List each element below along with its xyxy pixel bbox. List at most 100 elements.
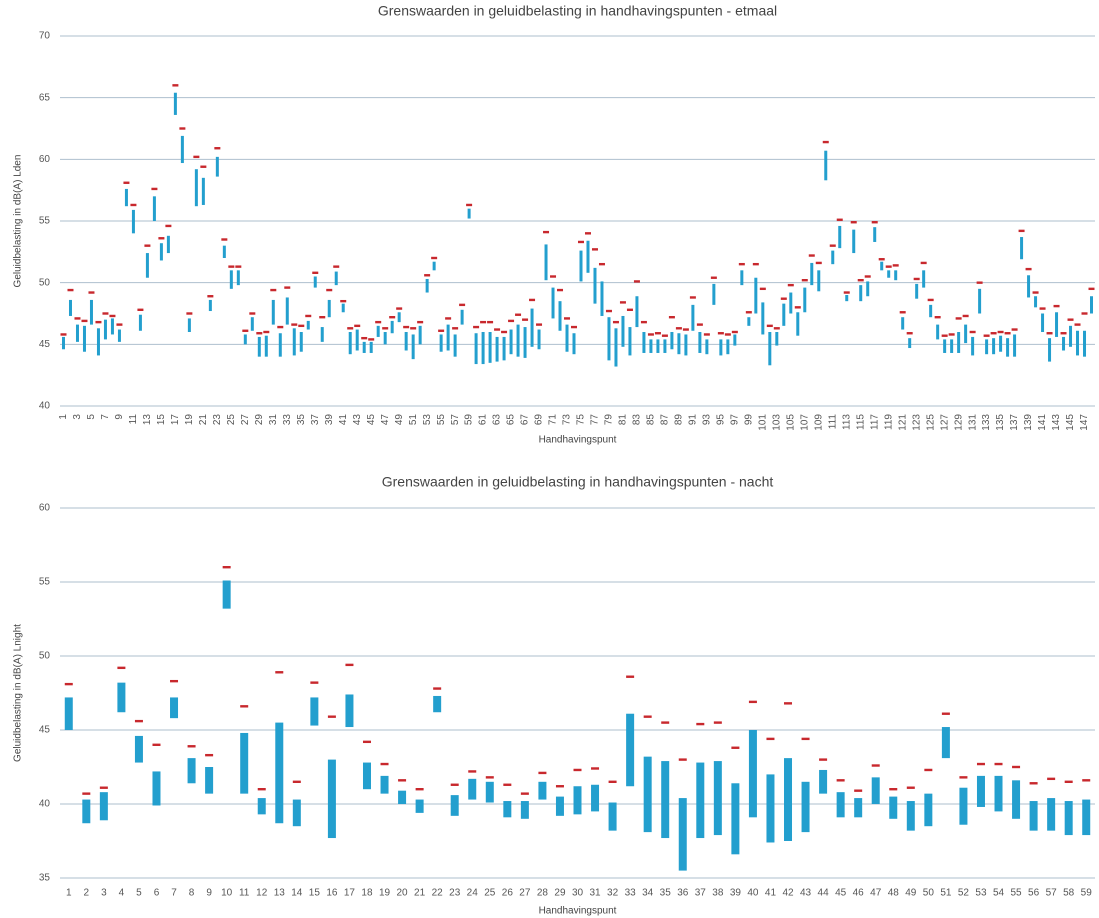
x-tick-label: 58 — [1063, 888, 1075, 899]
x-tick-label: 129 — [953, 414, 964, 431]
limit-marker — [193, 155, 200, 159]
range-bar — [509, 329, 513, 355]
limit-marker — [994, 762, 1003, 766]
range-bar — [1027, 275, 1031, 298]
limit-marker — [1047, 777, 1056, 781]
limit-marker — [598, 262, 605, 266]
limit-marker — [605, 309, 612, 313]
range-bar — [82, 799, 91, 824]
x-tick-label: 40 — [747, 888, 759, 899]
range-bar — [558, 301, 562, 331]
range-bar — [643, 756, 652, 833]
limit-marker — [899, 311, 906, 314]
limit-marker — [508, 319, 515, 323]
range-bar — [817, 270, 821, 292]
y-tick-label: 50 — [39, 651, 51, 662]
limit-marker — [1029, 782, 1038, 785]
limit-marker — [494, 328, 501, 331]
limit-marker — [591, 248, 598, 251]
range-bar — [593, 267, 597, 304]
range-bar — [663, 339, 667, 353]
x-tick-label: 21 — [414, 888, 426, 899]
range-bar — [661, 761, 670, 839]
limit-marker — [689, 296, 696, 299]
x-tick-label: 145 — [1065, 414, 1076, 431]
range-bar — [187, 318, 191, 332]
x-tick-label: 115 — [855, 414, 866, 430]
limit-marker — [555, 785, 564, 788]
x-tick-label: 50 — [923, 888, 935, 899]
range-bar — [1013, 334, 1017, 357]
limit-marker — [291, 323, 298, 326]
range-bar — [180, 135, 184, 164]
range-bar — [257, 798, 266, 815]
range-bar — [152, 771, 161, 806]
limit-marker — [703, 333, 710, 336]
range-bar — [415, 799, 424, 813]
range-bar — [138, 314, 142, 331]
x-tick-label: 35 — [660, 888, 672, 899]
range-bar — [656, 339, 660, 353]
limit-marker — [976, 762, 985, 766]
x-tick-label: 10 — [221, 888, 233, 899]
limit-marker — [626, 308, 633, 311]
limit-marker — [1039, 307, 1046, 310]
limit-marker — [151, 187, 158, 191]
x-tick-label: 91 — [688, 414, 699, 426]
limit-marker — [766, 737, 775, 741]
range-bar — [929, 304, 933, 318]
range-bar — [684, 334, 688, 356]
x-tick-label: 143 — [1051, 414, 1062, 431]
limit-marker — [438, 329, 445, 332]
x-tick-label: 7 — [100, 414, 111, 420]
x-tick-label: 55 — [436, 414, 447, 426]
range-bar — [733, 334, 737, 346]
x-tick-label: 22 — [432, 888, 444, 899]
limit-marker — [487, 320, 494, 324]
range-bar — [1047, 798, 1056, 831]
limit-marker — [117, 666, 126, 670]
limit-marker — [67, 288, 74, 292]
limit-marker — [292, 780, 301, 783]
x-tick-label: 63 — [492, 414, 503, 426]
range-bar — [418, 325, 422, 345]
limit-marker — [1088, 287, 1095, 291]
range-bar — [1041, 313, 1045, 332]
x-tick-label: 12 — [256, 888, 268, 899]
x-tick-label: 43 — [800, 888, 812, 899]
limit-marker — [731, 746, 740, 749]
range-bar — [572, 333, 576, 355]
limit-marker — [854, 789, 863, 792]
limit-marker — [134, 719, 143, 723]
limit-marker — [327, 715, 336, 718]
limit-marker — [116, 323, 123, 326]
limit-marker — [1060, 332, 1067, 335]
limit-marker — [1046, 332, 1053, 335]
range-bar — [530, 308, 534, 347]
limit-marker — [172, 84, 179, 87]
limit-marker — [207, 295, 214, 298]
range-bar — [607, 317, 611, 361]
range-bar — [677, 333, 681, 355]
limit-marker — [1018, 229, 1025, 233]
chart-title: Grenswaarden in geluidbelasting in handh… — [382, 474, 774, 490]
limit-marker — [529, 298, 536, 302]
limit-marker — [81, 319, 88, 323]
limit-marker — [822, 140, 829, 144]
range-bar — [124, 188, 128, 207]
range-bar — [1062, 336, 1066, 351]
range-bar — [775, 332, 779, 346]
range-bar — [411, 334, 415, 360]
x-tick-label: 52 — [958, 888, 970, 899]
y-tick-label: 60 — [39, 154, 51, 165]
limit-marker — [608, 780, 617, 783]
limit-marker — [102, 312, 109, 315]
range-bar — [398, 790, 407, 804]
limit-marker — [501, 330, 508, 334]
limit-marker — [298, 324, 305, 328]
x-tick-label: 9 — [114, 414, 125, 420]
y-axis-title: Geluidbelasting in dB(A) Lden — [13, 155, 24, 288]
range-bar — [713, 761, 722, 836]
limit-marker — [459, 303, 466, 307]
x-tick-label: 13 — [274, 888, 286, 899]
